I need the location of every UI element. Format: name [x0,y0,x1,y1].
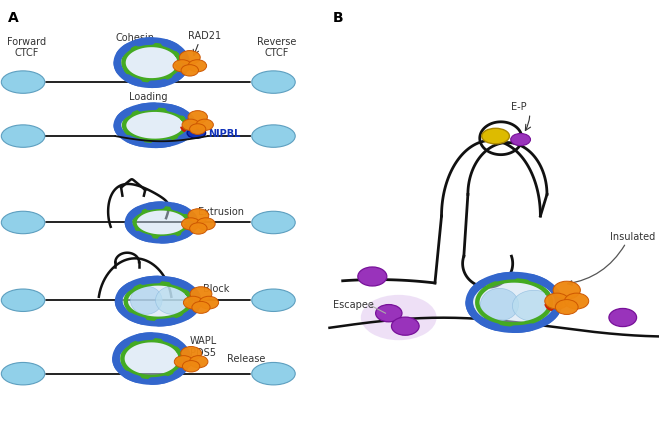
Circle shape [190,124,206,134]
Text: A: A [8,11,18,25]
Circle shape [545,293,569,309]
Circle shape [190,287,212,301]
Ellipse shape [120,43,183,83]
Circle shape [190,223,207,234]
Circle shape [188,60,207,72]
Ellipse shape [1,71,45,93]
Circle shape [196,218,215,230]
Circle shape [183,296,203,309]
Circle shape [376,305,402,322]
Text: Escapee: Escapee [333,299,374,310]
Circle shape [182,119,199,130]
Ellipse shape [361,295,436,340]
Circle shape [183,361,200,372]
Ellipse shape [130,286,162,314]
Text: E-P: E-P [511,102,527,112]
Text: Insulated: Insulated [610,232,655,242]
Ellipse shape [1,211,45,234]
Circle shape [391,317,419,335]
Text: Block: Block [203,284,229,295]
Circle shape [181,346,202,360]
Ellipse shape [121,281,195,321]
Ellipse shape [1,362,45,385]
Text: NIPBL: NIPBL [208,129,241,139]
Circle shape [196,119,214,130]
Circle shape [173,60,192,72]
Ellipse shape [119,338,185,379]
Ellipse shape [156,286,190,314]
Ellipse shape [511,133,530,146]
Circle shape [192,302,210,313]
Ellipse shape [513,290,556,321]
Text: Reverse
CTCF: Reverse CTCF [257,37,297,58]
Ellipse shape [482,128,509,144]
Circle shape [181,218,200,230]
Circle shape [199,296,219,309]
Ellipse shape [252,125,295,147]
Ellipse shape [252,71,295,93]
Circle shape [609,308,637,327]
Ellipse shape [187,128,206,138]
Ellipse shape [120,108,190,143]
Text: WAPL
PDS5: WAPL PDS5 [190,336,217,358]
Circle shape [181,65,198,76]
Circle shape [553,281,581,299]
Text: Loading: Loading [129,92,167,102]
Ellipse shape [252,211,295,234]
Circle shape [174,356,193,368]
Text: Forward
CTCF: Forward CTCF [7,37,46,58]
Circle shape [565,293,588,309]
Ellipse shape [252,289,295,311]
Text: Cohesin: Cohesin [115,33,155,43]
Ellipse shape [131,206,192,238]
Ellipse shape [1,289,45,311]
Circle shape [556,299,578,314]
Text: B: B [333,11,343,25]
Circle shape [188,209,209,222]
Circle shape [188,111,208,124]
Circle shape [189,356,208,368]
Circle shape [179,51,200,64]
Text: Extrusion: Extrusion [198,206,244,217]
Ellipse shape [1,125,45,147]
Text: RAD21: RAD21 [188,31,221,41]
Ellipse shape [252,362,295,385]
Text: Release: Release [227,353,266,364]
Ellipse shape [473,278,556,327]
Circle shape [358,267,387,286]
Ellipse shape [480,289,519,321]
